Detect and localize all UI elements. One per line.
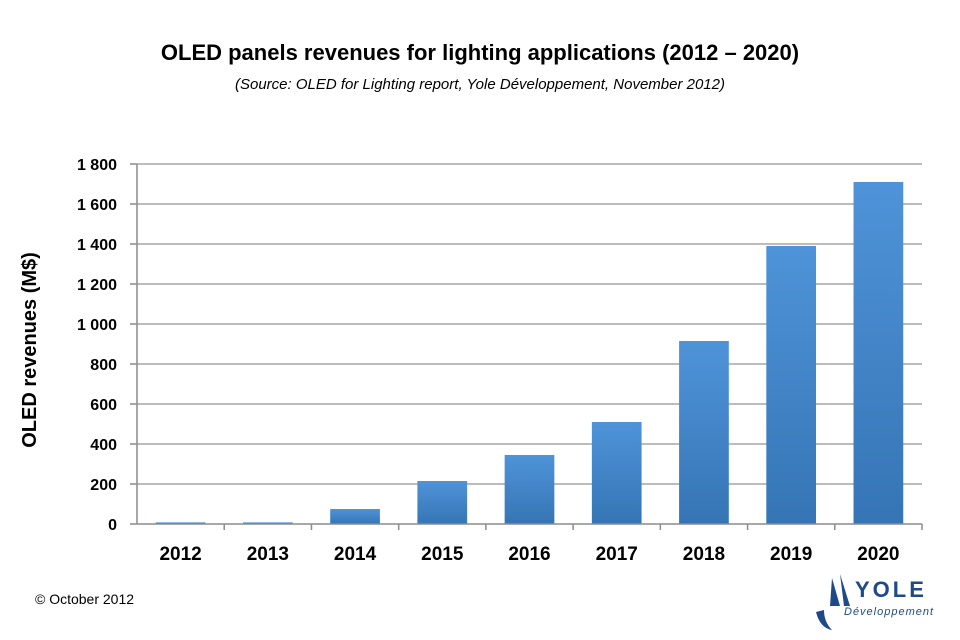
x-tick-label: 2014	[334, 544, 377, 565]
x-tick-label: 2020	[857, 544, 899, 565]
y-tick-label: 1 200	[77, 277, 117, 294]
bar-2018	[679, 341, 729, 524]
x-tick-label: 2016	[508, 544, 550, 565]
x-tick-label: 2012	[159, 544, 201, 565]
x-tick-label: 2017	[596, 544, 638, 565]
y-tick-label: 1 600	[77, 197, 117, 214]
bar-2014	[330, 509, 380, 524]
axes	[136, 164, 923, 530]
logo-tagline-text: Développement	[844, 606, 934, 618]
y-tick-label: 1 400	[77, 237, 117, 254]
bar-2020	[853, 182, 904, 524]
x-tick-label: 2019	[770, 544, 812, 565]
y-tick-labels: 0 200 400 600 800 1 000 1 200 1 400 1 600 1 800	[77, 157, 117, 534]
yole-logo: YOLE Développement	[816, 574, 934, 630]
y-tick-label: 0	[108, 517, 117, 534]
logo-mark-icon	[816, 610, 832, 630]
x-tick-label: 2015	[421, 544, 464, 565]
x-tick-labels: 2012 2013 2014 2015 2016 2017 2018 2019 2020	[159, 544, 899, 565]
bars	[155, 182, 904, 524]
bar-2012	[155, 522, 206, 524]
bar-2017	[591, 422, 642, 524]
bar-2013	[242, 522, 293, 524]
bar-2016	[504, 455, 555, 524]
y-axis-label: OLED revenues (M$)	[19, 252, 41, 448]
y-tick-label: 400	[90, 437, 117, 454]
logo-brand-text: YOLE	[855, 577, 927, 602]
y-tick-label: 1 000	[77, 317, 117, 334]
bar-2015	[417, 481, 468, 524]
x-tick-label: 2013	[247, 544, 289, 565]
chart-subtitle: (Source: OLED for Lighting report, Yole …	[235, 76, 725, 93]
y-tick-label: 600	[90, 397, 117, 414]
copyright-notice: © October 2012	[35, 591, 135, 607]
bar-2019	[766, 246, 817, 524]
x-tick-label: 2018	[683, 544, 725, 565]
y-tick-label: 1 800	[77, 157, 117, 174]
y-tick-label: 800	[90, 357, 117, 374]
y-tick-label: 200	[90, 477, 117, 494]
chart-title: OLED panels revenues for lighting applic…	[160, 40, 800, 65]
